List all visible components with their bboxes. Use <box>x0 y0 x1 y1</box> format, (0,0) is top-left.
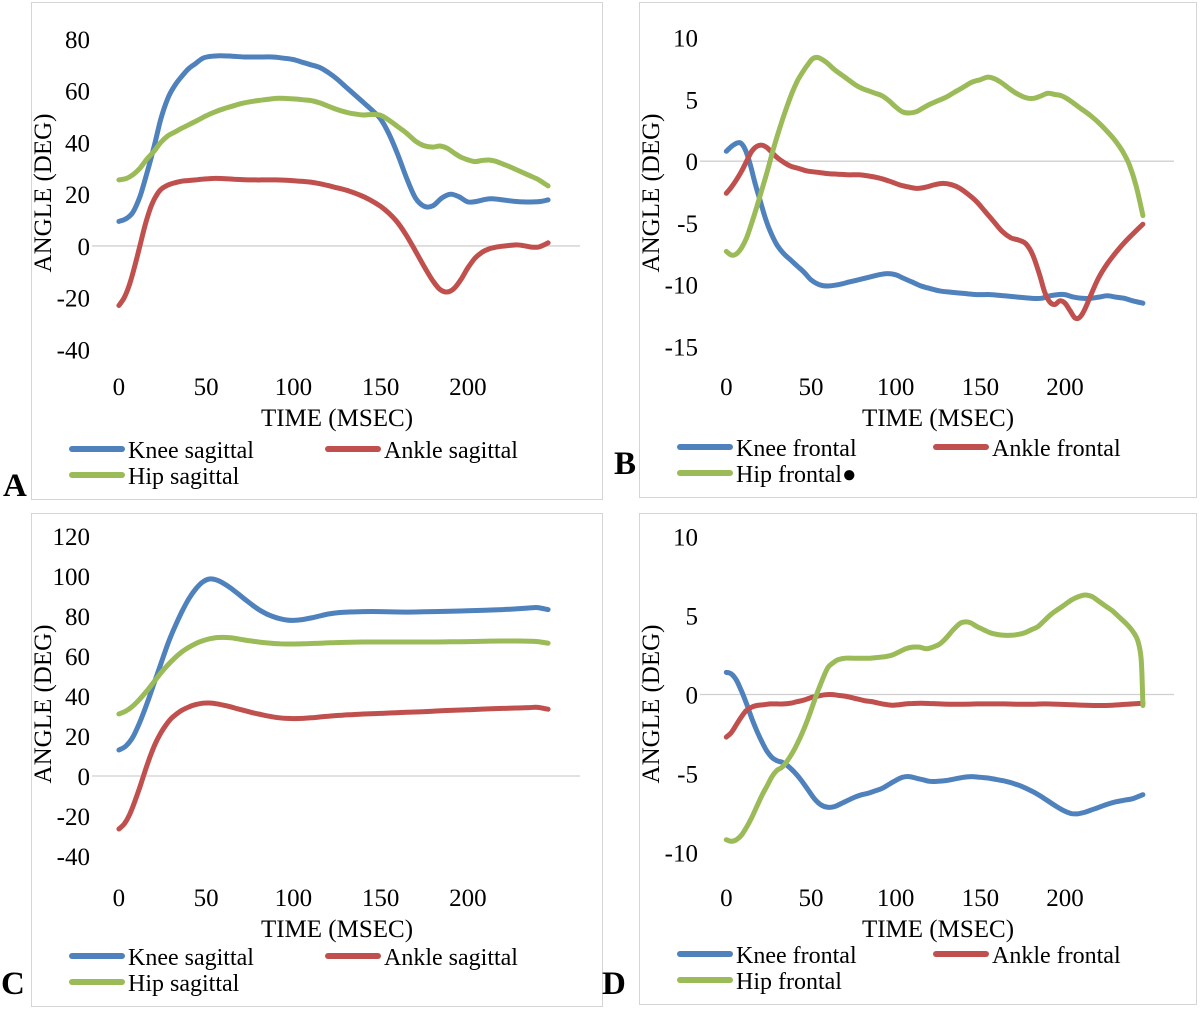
y-tick-label: 80 <box>65 27 90 54</box>
legend-label: Hip frontal● <box>736 462 856 488</box>
x-tick-label: 50 <box>798 885 823 912</box>
y-tick-label: 60 <box>65 644 90 671</box>
y-tick-label: -5 <box>677 211 698 238</box>
y-tick-label: -15 <box>665 334 698 361</box>
series-ankle-sagittal <box>116 700 551 832</box>
series-hip-frontal <box>723 592 1146 844</box>
y-tick-label: -10 <box>665 273 698 300</box>
y-tick-label: 100 <box>53 564 91 591</box>
panel-d-frontal-chart: 10 5 0 -5 -10 0 50 100 150 200 TIME (MSEC) ANGLE (D… <box>639 513 1197 1005</box>
panel-label-c: C <box>1 966 25 1002</box>
series-knee-sagittal <box>116 53 551 224</box>
x-axis-title: TIME (MSEC) <box>261 405 413 432</box>
x-tick-label: 100 <box>877 374 915 401</box>
x-axis-title: TIME (MSEC) <box>261 916 413 943</box>
x-tick-label: 150 <box>962 374 1000 401</box>
x-tick-label: 0 <box>113 885 126 912</box>
x-tick-label: 100 <box>877 885 915 912</box>
x-tick-label: 150 <box>362 374 400 401</box>
y-axis-title: ANGLE (DEG) <box>640 625 665 784</box>
y-tick-label: -20 <box>57 804 90 831</box>
series-ankle-frontal <box>723 142 1146 322</box>
y-tick-label: 0 <box>78 234 91 261</box>
panel-label-a: A <box>3 468 27 504</box>
series-knee-sagittal <box>116 576 551 753</box>
legend-label: Knee frontal <box>736 943 857 969</box>
legend-label: Knee sagittal <box>128 945 254 971</box>
legend-label: Knee frontal <box>736 436 857 462</box>
y-tick-label: 60 <box>65 79 90 106</box>
panel-a-sagittal-chart: 80 60 40 20 0 -20 -40 0 50 100 150 200 TIME (MSEC) AN… <box>31 2 603 500</box>
series-ankle-sagittal <box>116 175 551 308</box>
y-tick-label: -20 <box>57 286 90 313</box>
x-tick-label: 50 <box>798 374 823 401</box>
x-tick-label: 0 <box>720 374 733 401</box>
x-tick-label: 100 <box>275 885 313 912</box>
panel-c-sagittal-chart: 120 100 80 60 40 20 0 -20 -40 0 50 100 150 200 TIME (M… <box>31 513 603 1007</box>
legend-label: Hip sagittal <box>128 971 240 997</box>
panel-b-frontal-chart: 10 5 0 -5 -10 -15 0 50 100 150 200 TIME (MSEC) ANGLE… <box>639 2 1197 498</box>
x-tick-label: 150 <box>362 885 400 912</box>
series-ankle-frontal <box>723 691 1146 740</box>
y-tick-label: 40 <box>65 130 90 157</box>
y-tick-label: -40 <box>57 844 90 871</box>
x-tick-label: 200 <box>1046 885 1084 912</box>
y-tick-label: 0 <box>686 149 699 176</box>
y-tick-label: 5 <box>686 87 699 114</box>
panel-label-d: D <box>602 966 626 1002</box>
y-axis-title: ANGLE (DEG) <box>640 114 665 273</box>
x-tick-label: 200 <box>449 885 487 912</box>
series-hip-sagittal <box>116 634 551 717</box>
y-tick-label: 80 <box>65 604 90 631</box>
y-tick-label: 20 <box>65 724 90 751</box>
x-tick-label: 50 <box>194 885 219 912</box>
x-tick-label: 50 <box>194 374 219 401</box>
y-tick-label: 0 <box>78 764 91 791</box>
legend-label: Hip sagittal <box>128 464 240 490</box>
x-tick-label: 0 <box>720 885 733 912</box>
series-hip-frontal <box>723 54 1146 258</box>
x-axis-title: TIME (MSEC) <box>862 405 1014 432</box>
y-tick-label: 10 <box>673 525 698 552</box>
y-axis-title: ANGLE (DEG) <box>32 625 57 784</box>
series-hip-sagittal <box>116 95 551 189</box>
x-tick-label: 100 <box>275 374 313 401</box>
x-tick-label: 150 <box>962 885 1000 912</box>
y-tick-label: 0 <box>686 682 699 709</box>
panel-label-b: B <box>614 446 637 482</box>
legend-label: Ankle frontal <box>992 943 1121 969</box>
x-tick-label: 0 <box>113 374 126 401</box>
legend-label: Ankle sagittal <box>384 438 518 464</box>
y-tick-label: -40 <box>57 337 90 364</box>
y-tick-label: 120 <box>53 524 91 551</box>
y-tick-label: 5 <box>686 604 699 631</box>
legend-label: Ankle frontal <box>992 436 1121 462</box>
x-tick-label: 200 <box>449 374 487 401</box>
series-knee-frontal <box>723 140 1146 306</box>
y-tick-label: -10 <box>665 840 698 867</box>
y-tick-label: 40 <box>65 684 90 711</box>
legend-label: Hip frontal <box>736 969 842 995</box>
y-tick-label: -5 <box>677 761 698 788</box>
x-axis-title: TIME (MSEC) <box>862 916 1014 943</box>
y-axis-title: ANGLE (DEG) <box>32 114 57 273</box>
y-tick-label: 10 <box>673 26 698 53</box>
series-knee-frontal <box>723 669 1146 817</box>
legend-label: Knee sagittal <box>128 438 254 464</box>
x-tick-label: 200 <box>1046 374 1084 401</box>
y-tick-label: 20 <box>65 182 90 209</box>
legend-label: Ankle sagittal <box>384 945 518 971</box>
